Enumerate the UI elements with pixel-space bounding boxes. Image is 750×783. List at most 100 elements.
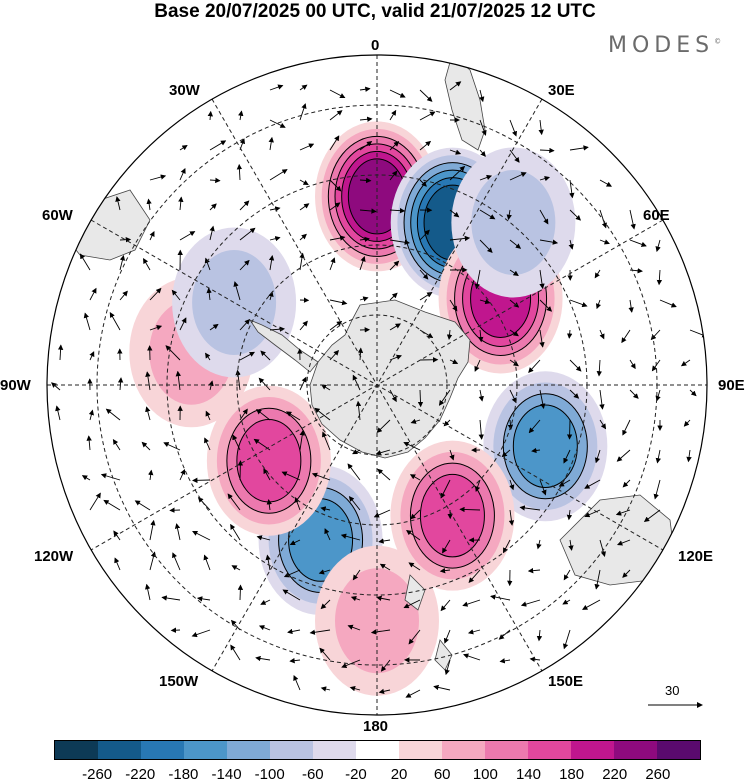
colorbar-tick-label: -180 <box>168 766 199 783</box>
colorbar-bin <box>485 741 528 759</box>
wind-arrow <box>378 688 391 694</box>
wind-arrow <box>81 475 91 481</box>
wind-arrow <box>479 239 493 254</box>
wind-arrow <box>539 209 549 225</box>
wind-arrow <box>329 349 340 361</box>
colorbar-bin <box>313 741 356 759</box>
wind-arrow <box>419 140 432 151</box>
wind-arrow <box>653 479 661 500</box>
wind-arrow <box>599 329 605 340</box>
colorbar-tick-label: -220 <box>125 766 156 783</box>
wind-arrow <box>359 296 369 302</box>
wind-arrow <box>599 179 612 187</box>
wind-arrow <box>446 329 453 340</box>
wind-arrow <box>439 567 451 574</box>
wind-arrow <box>468 569 481 584</box>
wind-arrow <box>419 179 427 187</box>
wind-arrow <box>299 103 307 121</box>
wind-arrow <box>319 647 331 661</box>
wind-arrow <box>539 239 559 245</box>
wind-arrow <box>621 329 631 344</box>
wind-arrow <box>501 449 511 458</box>
wind-arrow <box>438 389 451 406</box>
wind-arrow <box>417 389 424 408</box>
wind-arrow <box>258 625 271 631</box>
wind-arrow <box>389 354 402 361</box>
wind-arrow <box>599 389 605 410</box>
colorbar-bin <box>184 741 227 759</box>
wind-arrow <box>376 595 391 601</box>
colorbar-bin <box>141 741 184 759</box>
colorbar-bin <box>571 741 614 759</box>
wind-arrow <box>467 629 481 635</box>
colorbar-bin <box>227 741 270 759</box>
wind-arrow <box>474 359 481 372</box>
wind-arrow <box>320 506 331 512</box>
wind-arrow <box>449 299 458 312</box>
lon-label-60w: 60W <box>42 207 73 224</box>
wind-arrow <box>352 569 361 581</box>
wind-arrow <box>408 562 421 571</box>
wind-arrow <box>659 299 677 308</box>
wind-arrow <box>566 329 573 339</box>
wind-arrow <box>175 370 181 391</box>
colorbar-bin <box>614 741 657 759</box>
antarctica-landmass <box>309 299 471 459</box>
wind-arrow <box>83 312 91 331</box>
wind-arrow <box>324 528 331 541</box>
wind-arrow <box>352 374 361 391</box>
wind-arrow <box>293 674 301 691</box>
wind-arrow <box>509 149 520 163</box>
wind-arrow <box>231 565 241 571</box>
wind-arrow <box>539 299 553 312</box>
wind-arrow <box>174 523 181 541</box>
wind-arrow <box>256 535 271 541</box>
wind-arrow <box>370 629 391 635</box>
wind-arrow <box>475 479 481 492</box>
wind-arrow <box>443 629 451 644</box>
wind-arrow <box>119 290 128 301</box>
wind-arrow <box>410 418 421 424</box>
wind-arrow <box>449 165 466 181</box>
wind-arrow <box>349 686 361 692</box>
colorbar-bin <box>442 741 485 759</box>
wind-arrow <box>449 235 471 242</box>
wind-arrow <box>206 287 212 301</box>
wind-arrow <box>440 599 451 612</box>
wind-arrow <box>203 554 211 571</box>
wind-arrow <box>359 236 370 243</box>
wind-arrow <box>459 506 481 513</box>
modes-logo: MODES© <box>608 33 722 58</box>
wind-arrow <box>616 539 631 546</box>
wind-arrow <box>89 492 101 511</box>
wind-arrow <box>509 299 520 308</box>
wind-arrow <box>269 236 281 242</box>
wind-arrow <box>179 468 186 481</box>
wind-arrow <box>389 323 401 331</box>
wind-arrow <box>352 449 361 455</box>
wind-arrow <box>566 509 573 521</box>
wind-arrow <box>683 419 691 427</box>
wind-arrow <box>410 509 421 520</box>
wind-arrow <box>509 269 519 276</box>
wind-vectors <box>51 81 707 698</box>
wind-arrow <box>442 539 451 554</box>
wind-arrow <box>389 109 397 121</box>
colorbar-tick-label: -140 <box>211 766 242 783</box>
wind-arrow <box>357 347 364 361</box>
wind-arrow <box>629 359 636 370</box>
wind-arrow <box>686 449 692 463</box>
wind-arrow <box>299 429 305 451</box>
colorbar-bin <box>399 741 442 759</box>
colorbar-tick-label: -60 <box>301 766 324 783</box>
wind-arrow <box>449 449 455 461</box>
wind-arrow <box>449 149 462 155</box>
wind-arrow <box>359 116 373 122</box>
wind-arrow <box>114 557 121 571</box>
wind-arrow <box>359 177 372 184</box>
wind-arrow <box>536 539 542 550</box>
wind-arrow <box>622 479 631 488</box>
reference-vector-label: 30 <box>665 683 680 698</box>
colorbar-bin <box>270 741 313 759</box>
wind-arrow <box>569 359 582 372</box>
